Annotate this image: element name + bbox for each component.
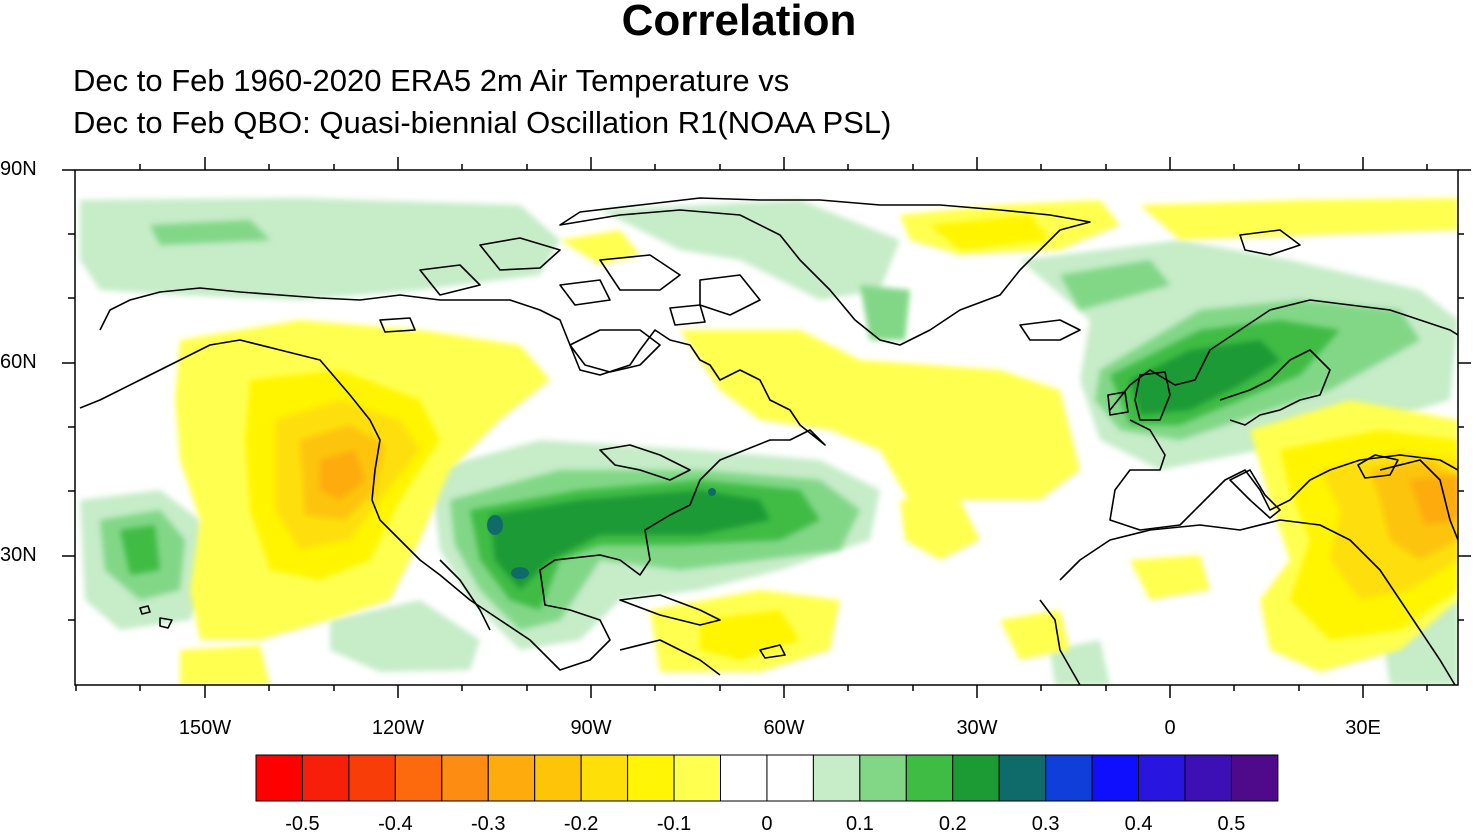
colorbar-label: -0.4 — [378, 813, 413, 835]
lon-label-90w: 90W — [570, 717, 612, 739]
colorbar-label: -0.5 — [285, 813, 320, 835]
colorbar-swatch — [394, 754, 443, 802]
colorbar-swatch — [1091, 754, 1140, 802]
lon-label-120w: 120W — [371, 717, 425, 739]
subtitle-line-1: Dec to Feb 1960-2020 ERA5 2m Air Tempera… — [73, 63, 790, 98]
map-title: Correlation — [621, 0, 857, 45]
axis-ticks — [62, 157, 1471, 698]
colorbar-label: 0.4 — [1124, 813, 1153, 835]
colorbar-swatch — [812, 754, 861, 802]
correlation-field — [75, 170, 1458, 685]
lat-label-30n: 30N — [0, 544, 37, 566]
colorbar-label: 0.3 — [1031, 813, 1060, 835]
colorbar-swatch — [580, 754, 629, 802]
coastlines — [79, 197, 1458, 685]
colorbar-label: 0 — [761, 813, 773, 835]
lon-label-30e: 30E — [1345, 717, 1381, 739]
colorbar-swatch — [534, 754, 582, 802]
colorbar-swatch — [255, 754, 303, 802]
colorbar-label: 0.2 — [938, 813, 967, 835]
colorbar-label: 0.1 — [845, 813, 874, 835]
colorbar-swatch — [998, 754, 1047, 802]
colorbar-swatch — [301, 754, 350, 802]
colorbar-swatch — [1138, 754, 1186, 802]
colorbar — [255, 754, 1279, 802]
colorbar-label: -0.3 — [471, 813, 506, 835]
lon-label-30w: 30W — [956, 717, 998, 739]
colorbar-swatch — [627, 754, 675, 802]
colorbar-label: 0.5 — [1217, 813, 1246, 835]
lon-label-0: 0 — [1164, 717, 1176, 739]
colorbar-swatch — [1045, 754, 1093, 802]
colorbar-swatch — [859, 754, 907, 802]
colorbar-swatch — [487, 754, 536, 802]
colorbar-swatch — [348, 754, 396, 802]
lat-label-90n: 90N — [0, 158, 37, 180]
subtitle-line-2: Dec to Feb QBO: Quasi-biennial Oscillati… — [73, 105, 892, 140]
lon-label-150w: 150W — [178, 717, 232, 739]
colorbar-swatch — [1184, 754, 1232, 802]
colorbar-swatch — [1230, 754, 1279, 802]
colorbar-swatch — [766, 754, 814, 802]
colorbar-swatch — [952, 754, 1000, 802]
colorbar-swatch — [905, 754, 954, 802]
lon-label-60w: 60W — [763, 717, 805, 739]
colorbar-swatch — [720, 754, 768, 802]
colorbar-label: -0.2 — [563, 813, 599, 835]
lat-label-60n: 60N — [0, 351, 37, 373]
colorbar-swatch — [673, 754, 721, 802]
colorbar-swatch — [441, 754, 489, 802]
colorbar-label: -0.1 — [656, 813, 692, 835]
